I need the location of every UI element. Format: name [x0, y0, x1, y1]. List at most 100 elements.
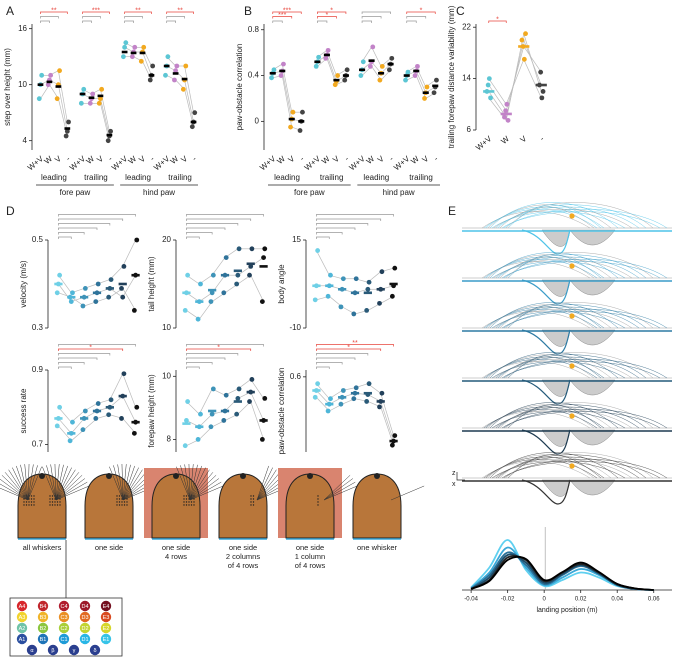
data-point: [68, 299, 74, 304]
whisker-key: [68, 644, 80, 656]
category-label: V: [331, 154, 341, 165]
whisker-key: [37, 600, 49, 612]
data-point: [249, 246, 255, 252]
sig-bracket: [58, 344, 136, 347]
data-point: [431, 90, 437, 96]
whisker-key: [89, 644, 101, 656]
whisker-key: [16, 611, 28, 623]
data-point: [300, 109, 305, 115]
category-label: V: [376, 154, 386, 165]
group-label: hind paw: [143, 188, 175, 197]
data-point: [120, 294, 126, 300]
whisker: [12, 467, 29, 501]
data-point: [134, 404, 140, 410]
whisker: [256, 469, 277, 501]
data-point: [379, 269, 385, 275]
animal-line: [415, 70, 427, 93]
data-point: [131, 430, 137, 436]
x-tick-label: -0.04: [464, 597, 478, 603]
data-point: [195, 436, 201, 442]
data-point: [389, 55, 395, 61]
landing-hump: [521, 279, 571, 305]
whisker-key: [58, 633, 70, 645]
data-point: [262, 395, 268, 401]
animal-line: [100, 98, 110, 137]
mean-bar: [54, 417, 63, 420]
y-tick-label: 0.4: [248, 71, 260, 80]
animal-line: [380, 406, 394, 446]
data-point: [312, 297, 318, 303]
whisker-key-label: E3: [103, 615, 110, 621]
mean-bar: [118, 394, 127, 398]
animal-line: [316, 383, 330, 399]
data-point: [502, 114, 507, 120]
data-point: [360, 59, 366, 65]
sig-bracket: [58, 214, 136, 217]
data-point: [386, 67, 392, 73]
whisker: [55, 481, 88, 501]
whisker: [256, 465, 269, 501]
mean-bar: [333, 78, 340, 82]
mean-bar: [350, 291, 360, 295]
data-point: [271, 67, 277, 73]
mean-bar: [325, 402, 334, 406]
mean-bar: [233, 400, 242, 403]
trajectory: [503, 359, 668, 379]
subgroup-label: trailing: [84, 173, 108, 182]
data-point: [486, 76, 492, 82]
animal-line: [122, 418, 136, 434]
follicle: [116, 495, 118, 497]
whisker-key: [79, 633, 91, 645]
category-label: W: [85, 154, 97, 166]
sig-label: *: [347, 344, 350, 351]
data-point: [105, 138, 111, 144]
whisker: [189, 465, 202, 501]
sig-bracket: [58, 232, 85, 235]
landing-hump: [541, 229, 616, 247]
x-tick-label: 0.02: [575, 597, 587, 603]
mean-bar: [338, 396, 347, 399]
mean-bar: [312, 284, 321, 288]
animal-line: [184, 65, 194, 113]
animal-line: [109, 288, 123, 298]
whisker: [0, 483, 29, 501]
category-label: W: [320, 154, 332, 166]
mean-bar: [298, 120, 305, 123]
data-point: [405, 69, 411, 75]
whisker: [122, 464, 127, 501]
sig-bracket: [361, 11, 391, 14]
data-point: [325, 47, 331, 53]
animal-line: [237, 266, 251, 276]
data-point: [249, 377, 255, 382]
y-tick-label: 6: [467, 125, 472, 134]
sig-bracket: [186, 348, 252, 351]
trace-axis-label: z: [452, 470, 456, 477]
follicle: [25, 501, 28, 503]
sig-bracket: [58, 357, 98, 360]
category-label: -: [106, 154, 114, 163]
follicle: [121, 504, 123, 506]
whisker: [16, 465, 29, 501]
whisker: [189, 475, 217, 501]
mean-bar: [246, 390, 255, 394]
obstacle-marker: [569, 363, 575, 369]
mean-bar: [246, 262, 255, 266]
trajectory: [499, 252, 654, 279]
data-point: [93, 416, 99, 421]
data-point: [313, 63, 319, 69]
whisker-key-label: E4: [103, 604, 110, 610]
trajectory: [487, 354, 612, 379]
data-point: [539, 95, 545, 101]
data-point: [96, 100, 102, 106]
data-point: [316, 54, 322, 60]
data-point: [328, 272, 333, 278]
mean-bar: [148, 74, 155, 77]
x-tick-label: -0.02: [501, 597, 515, 603]
y-tick-label: 10: [162, 323, 171, 332]
follicle: [252, 495, 255, 497]
whisker-key-label: D1: [81, 637, 88, 643]
whisker: [180, 465, 191, 501]
trajectory: [505, 206, 595, 229]
data-point: [70, 419, 75, 425]
follicle: [121, 501, 123, 503]
